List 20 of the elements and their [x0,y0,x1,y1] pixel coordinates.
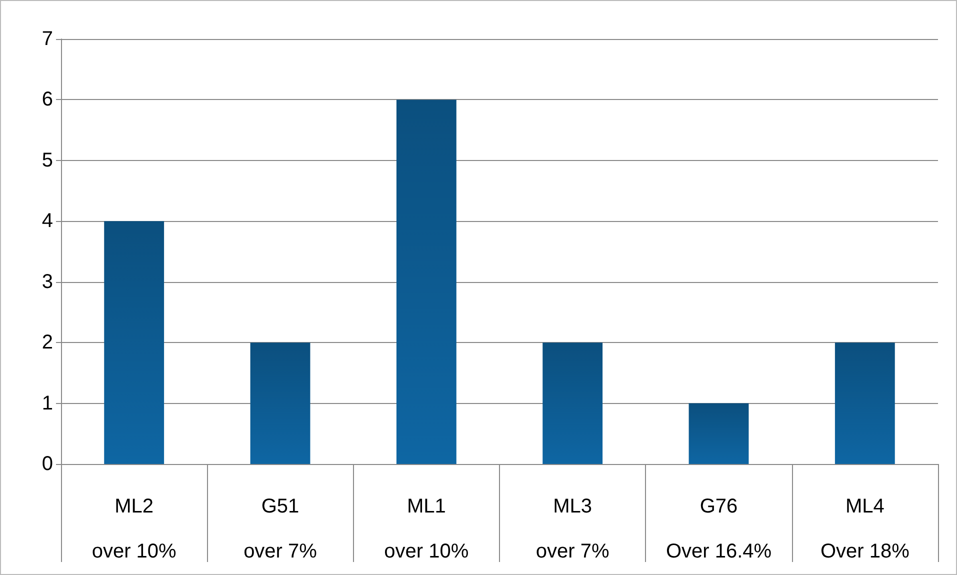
y-tick-label: 6 [42,88,53,111]
x-tick-label: G51 over 7% [244,496,318,562]
y-tick-label: 3 [42,270,53,293]
x-tick-label: ML4 Over 18% [820,496,910,562]
bar [688,403,749,464]
y-tick-label: 1 [42,392,53,414]
y-tick-label: 5 [42,149,53,172]
bar [104,221,164,464]
bar [396,100,456,464]
x-tick-label: ML2 over 10% [92,496,177,562]
x-tick-label: ML3 over 7% [536,496,610,562]
y-tick-label: 0 [42,453,53,475]
bar [834,342,895,464]
y-tick-label: 2 [42,332,53,354]
y-tick-label: 7 [42,28,53,50]
x-tick-label: G76 Over 16.4% [666,496,772,562]
x-tick-label: ML1 over 10% [384,496,469,562]
y-tick-label: 4 [42,210,53,232]
bar [250,342,310,464]
bar [542,342,603,464]
